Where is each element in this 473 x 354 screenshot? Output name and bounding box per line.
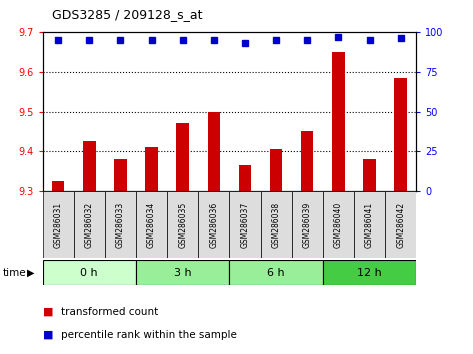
Text: time: time	[2, 268, 26, 278]
Bar	[292, 191, 323, 258]
Text: 0 h: 0 h	[80, 268, 98, 278]
Bar	[83, 141, 96, 191]
Text: percentile rank within the sample: percentile rank within the sample	[61, 330, 237, 339]
Text: ■: ■	[43, 330, 53, 339]
Bar	[354, 191, 385, 258]
Text: GSM286035: GSM286035	[178, 202, 187, 248]
Bar	[261, 191, 292, 258]
Bar	[145, 147, 158, 191]
Bar	[136, 260, 229, 285]
Text: GSM286032: GSM286032	[85, 202, 94, 248]
Bar	[229, 260, 323, 285]
Text: GSM286037: GSM286037	[240, 202, 249, 248]
Text: GSM286031: GSM286031	[53, 202, 62, 248]
Text: transformed count: transformed count	[61, 307, 159, 316]
Bar	[198, 191, 229, 258]
Text: GSM286042: GSM286042	[396, 202, 405, 248]
Text: GSM286038: GSM286038	[272, 202, 280, 248]
Bar	[301, 131, 314, 191]
Bar	[385, 191, 416, 258]
Text: GSM286040: GSM286040	[334, 202, 343, 248]
Bar	[43, 260, 136, 285]
Bar	[323, 191, 354, 258]
Bar	[363, 159, 376, 191]
Text: GDS3285 / 209128_s_at: GDS3285 / 209128_s_at	[52, 8, 202, 21]
Bar	[332, 52, 345, 191]
Bar	[229, 191, 261, 258]
Bar	[323, 260, 416, 285]
Bar	[74, 191, 105, 258]
Bar	[270, 149, 282, 191]
Text: ▶: ▶	[27, 268, 35, 278]
Text: GSM286034: GSM286034	[147, 202, 156, 248]
Bar	[167, 191, 198, 258]
Text: ■: ■	[43, 307, 53, 316]
Bar	[105, 191, 136, 258]
Bar	[394, 78, 407, 191]
Text: 12 h: 12 h	[357, 268, 382, 278]
Bar	[208, 112, 220, 191]
Text: GSM286039: GSM286039	[303, 202, 312, 248]
Bar	[136, 191, 167, 258]
Bar	[114, 159, 127, 191]
Text: 6 h: 6 h	[267, 268, 285, 278]
Text: GSM286033: GSM286033	[116, 202, 125, 248]
Text: GSM286036: GSM286036	[210, 202, 219, 248]
Text: GSM286041: GSM286041	[365, 202, 374, 248]
Bar	[239, 165, 251, 191]
Bar	[52, 181, 64, 191]
Bar	[43, 191, 74, 258]
Text: 3 h: 3 h	[174, 268, 192, 278]
Bar	[176, 124, 189, 191]
